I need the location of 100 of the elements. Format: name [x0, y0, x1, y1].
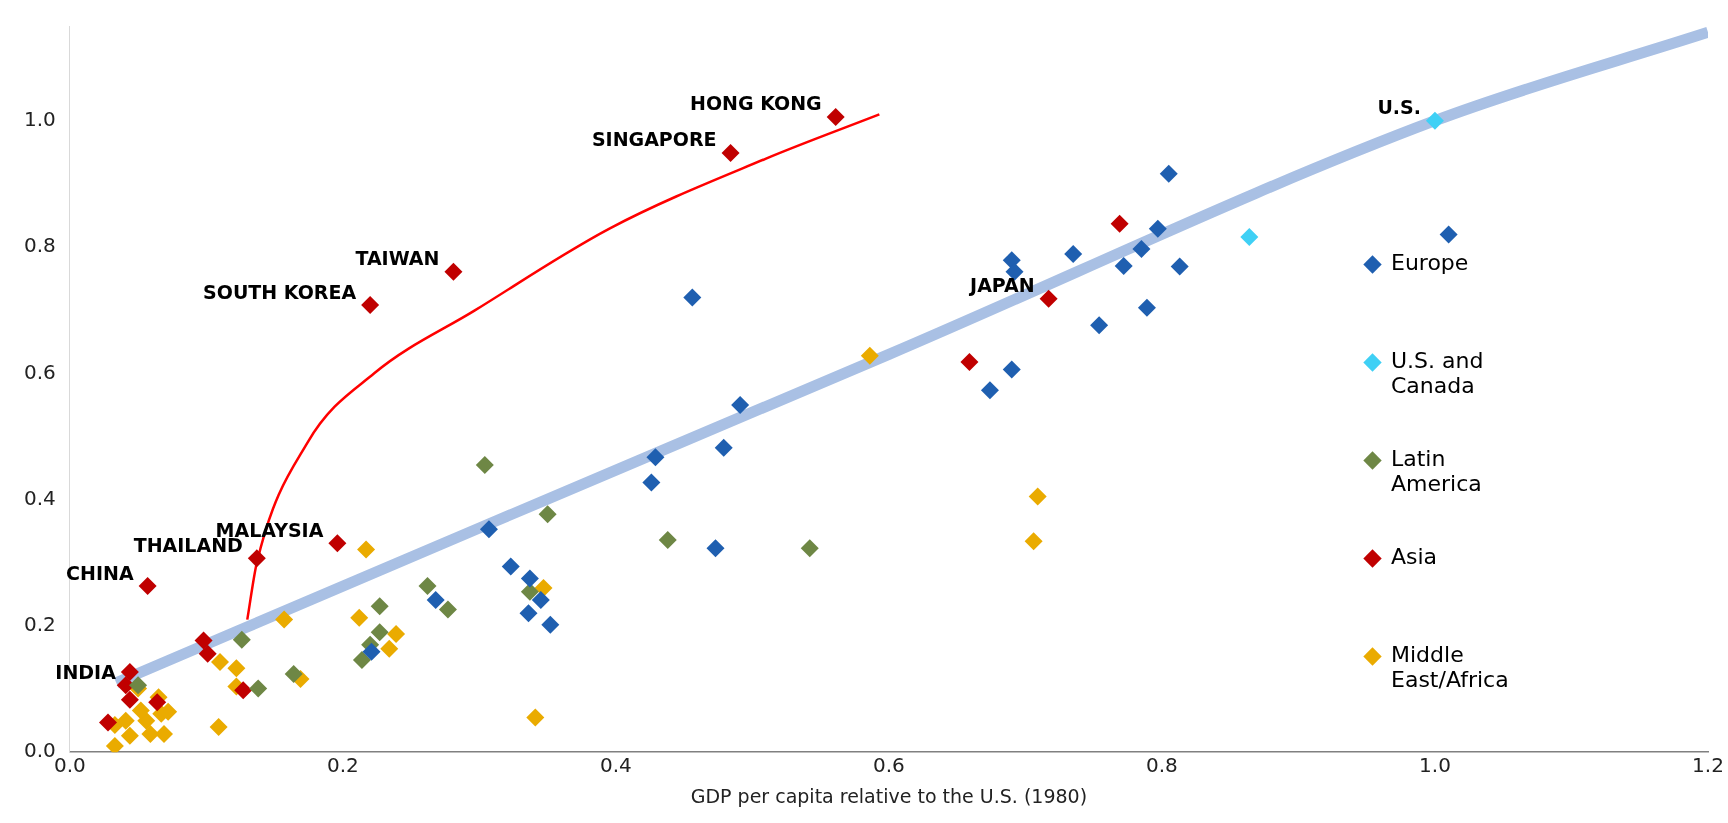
- point: [479, 520, 498, 539]
- point: [646, 448, 665, 467]
- x-axis-title: GDP per capita relative to the U.S. (1980): [690, 784, 1088, 807]
- legend-label: Europe: [1391, 250, 1470, 275]
- point: [362, 642, 381, 661]
- annotation: INDIA: [55, 660, 117, 683]
- point: [249, 679, 268, 698]
- point: [642, 473, 661, 492]
- point: [658, 531, 677, 550]
- point: [120, 663, 139, 681]
- x-tick-label: 0.4: [599, 753, 632, 778]
- point: [387, 625, 406, 644]
- point: [1148, 219, 1167, 238]
- point: [418, 577, 437, 596]
- point: [120, 690, 139, 709]
- point: [1110, 214, 1129, 233]
- point: [980, 381, 999, 400]
- legend-label: Middle East/Africa: [1391, 642, 1510, 692]
- point: [731, 395, 750, 414]
- point: [275, 610, 294, 629]
- point: [116, 711, 135, 730]
- legend-label: U.S. and Canada: [1391, 348, 1485, 398]
- annotation: SOUTH KOREA: [203, 280, 357, 303]
- point: [501, 557, 520, 576]
- point: [960, 352, 979, 371]
- y-tick-label: 1.0: [23, 106, 56, 131]
- x-tick-label: 0.0: [53, 753, 86, 778]
- y-tick-label: 0.4: [23, 485, 56, 510]
- point: [1090, 316, 1109, 335]
- annotation: CHINA: [66, 561, 134, 584]
- point: [234, 681, 253, 700]
- x-tick-label: 0.2: [326, 753, 359, 778]
- point: [370, 623, 389, 642]
- point: [538, 505, 557, 524]
- point: [1039, 289, 1058, 308]
- point: [138, 577, 157, 596]
- annotation: JAPAN: [968, 274, 1035, 297]
- point: [1064, 244, 1083, 263]
- point: [526, 708, 545, 727]
- x-tick-label: 1.0: [1419, 753, 1451, 778]
- point: [198, 644, 217, 663]
- point: [141, 724, 160, 743]
- point: [520, 569, 539, 588]
- point: [247, 549, 266, 568]
- point: [194, 631, 213, 650]
- point: [1240, 227, 1259, 246]
- point: [426, 591, 445, 610]
- point: [380, 639, 399, 658]
- point: [370, 597, 389, 616]
- annotation: SINGAPORE: [591, 128, 717, 151]
- legend-label: Latin America: [1391, 446, 1483, 496]
- point: [210, 652, 229, 671]
- point: [1132, 239, 1151, 258]
- point: [131, 701, 150, 720]
- point: [706, 539, 725, 558]
- annotation: HONG KONG: [689, 92, 822, 115]
- point: [227, 659, 246, 678]
- point: [714, 438, 733, 457]
- point: [155, 724, 173, 743]
- point: [105, 736, 124, 753]
- annotation: U.S.: [1377, 96, 1421, 119]
- point: [444, 262, 463, 281]
- point: [350, 608, 369, 627]
- point: [826, 107, 845, 126]
- point: [357, 540, 376, 559]
- x-tick-label: 1.2: [1692, 753, 1724, 778]
- annotation: TAIWAN: [355, 247, 440, 270]
- point: [361, 296, 380, 315]
- y-tick-label: 0.2: [23, 612, 56, 637]
- y-tick-label: 0.8: [23, 233, 56, 258]
- point: [148, 693, 167, 712]
- point: [531, 591, 550, 610]
- point: [438, 600, 457, 619]
- point: [1002, 360, 1021, 379]
- y-tick-label: 0.6: [23, 359, 56, 384]
- x-tick-label: 0.8: [1146, 753, 1178, 778]
- point: [120, 726, 139, 745]
- point: [1439, 225, 1458, 244]
- point: [1028, 487, 1047, 506]
- point: [683, 288, 702, 307]
- point: [352, 651, 371, 669]
- point: [1425, 111, 1444, 130]
- point: [1159, 164, 1178, 183]
- point: [328, 534, 347, 553]
- point: [1024, 532, 1043, 551]
- legend-label: Asia: [1391, 544, 1439, 569]
- point: [209, 717, 228, 736]
- point: [1137, 298, 1156, 317]
- point: [1114, 256, 1133, 275]
- point: [541, 615, 560, 634]
- point: [99, 713, 118, 732]
- point: [519, 604, 538, 623]
- point: [721, 143, 740, 162]
- point: [860, 346, 879, 365]
- point: [1170, 257, 1189, 276]
- point: [800, 539, 819, 558]
- point: [284, 664, 303, 683]
- point: [475, 455, 494, 474]
- point: [232, 630, 251, 649]
- x-tick-label: 0.6: [873, 753, 905, 778]
